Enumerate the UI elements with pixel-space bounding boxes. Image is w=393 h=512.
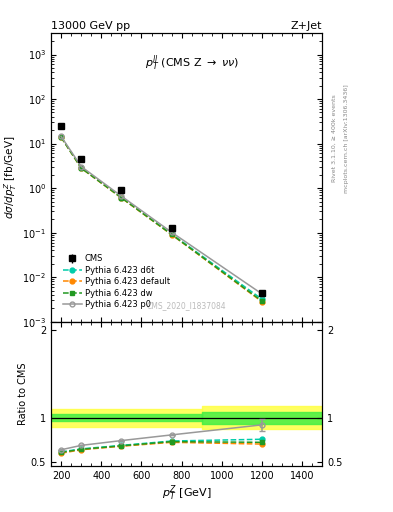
Y-axis label: $d\sigma/dp_T^Z$ [fb/GeV]: $d\sigma/dp_T^Z$ [fb/GeV]	[3, 136, 20, 219]
Pythia 6.423 default	[59, 134, 64, 140]
X-axis label: $p_T^Z$ [GeV]: $p_T^Z$ [GeV]	[162, 483, 211, 503]
Pythia 6.423 dw	[59, 134, 64, 140]
Text: CMS_2020_I1837084: CMS_2020_I1837084	[147, 301, 226, 310]
Pythia 6.423 d6t	[260, 296, 264, 302]
Pythia 6.423 dw	[79, 165, 84, 171]
Pythia 6.423 default	[119, 195, 124, 201]
Line: Pythia 6.423 p0: Pythia 6.423 p0	[59, 134, 264, 296]
Pythia 6.423 default	[169, 231, 174, 238]
Text: mcplots.cern.ch [arXiv:1306.3436]: mcplots.cern.ch [arXiv:1306.3436]	[344, 84, 349, 193]
Text: Z+Jet: Z+Jet	[291, 21, 322, 31]
Pythia 6.423 dw	[119, 195, 124, 201]
Pythia 6.423 dw	[260, 298, 264, 304]
Text: Rivet 3.1.10, ≥ 400k events: Rivet 3.1.10, ≥ 400k events	[332, 94, 337, 182]
Text: $p_T^{ll}$ (CMS Z $\rightarrow$ $\nu\nu$): $p_T^{ll}$ (CMS Z $\rightarrow$ $\nu\nu$…	[145, 53, 239, 73]
Legend: CMS, Pythia 6.423 d6t, Pythia 6.423 default, Pythia 6.423 dw, Pythia 6.423 p0: CMS, Pythia 6.423 d6t, Pythia 6.423 defa…	[61, 252, 173, 312]
Line: Pythia 6.423 default: Pythia 6.423 default	[59, 135, 264, 304]
Pythia 6.423 dw	[169, 231, 174, 238]
Pythia 6.423 p0	[260, 291, 264, 297]
Pythia 6.423 default	[79, 165, 84, 172]
Pythia 6.423 d6t	[169, 231, 174, 237]
Line: Pythia 6.423 d6t: Pythia 6.423 d6t	[59, 135, 264, 302]
Line: Pythia 6.423 dw: Pythia 6.423 dw	[59, 135, 264, 304]
Pythia 6.423 d6t	[119, 195, 124, 201]
Pythia 6.423 default	[260, 298, 264, 305]
Pythia 6.423 p0	[169, 229, 174, 236]
Pythia 6.423 d6t	[79, 165, 84, 171]
Pythia 6.423 p0	[59, 133, 64, 139]
Pythia 6.423 p0	[119, 193, 124, 199]
Text: 13000 GeV pp: 13000 GeV pp	[51, 21, 130, 31]
Pythia 6.423 d6t	[59, 134, 64, 140]
Y-axis label: Ratio to CMS: Ratio to CMS	[18, 362, 28, 425]
Pythia 6.423 p0	[79, 163, 84, 169]
